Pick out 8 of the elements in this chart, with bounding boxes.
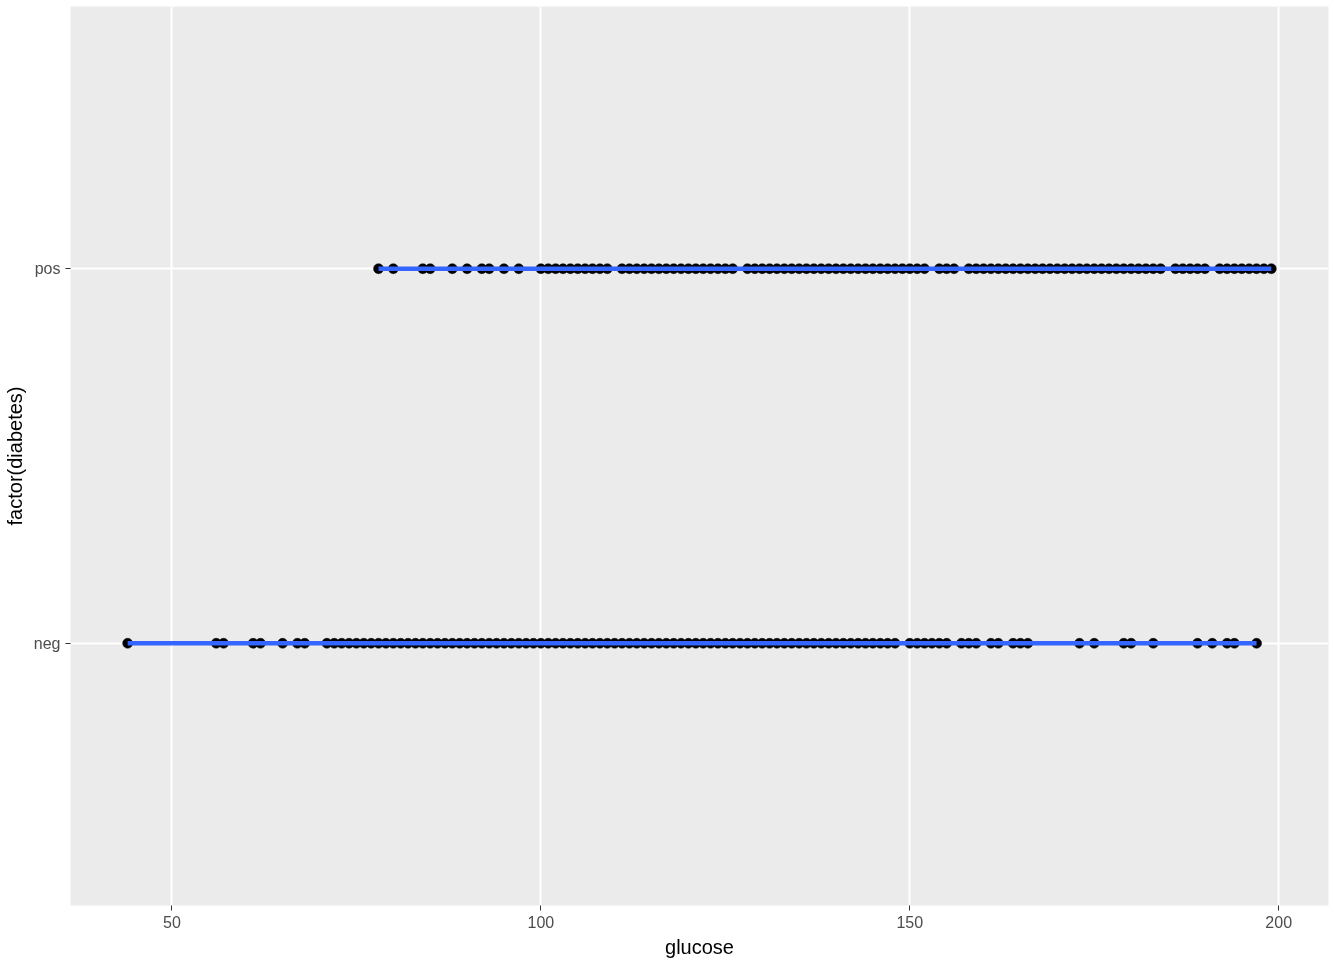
- y-tick-label: neg: [33, 634, 61, 652]
- x-tick-label: 50: [163, 913, 181, 931]
- y-axis-title: factor(diabetes): [3, 386, 26, 526]
- x-tick-label: 200: [1265, 913, 1293, 931]
- x-axis-title: glucose: [665, 935, 734, 958]
- x-tick-label: 150: [896, 913, 924, 931]
- x-tick-label: 100: [527, 913, 555, 931]
- y-tick-label: pos: [34, 260, 61, 278]
